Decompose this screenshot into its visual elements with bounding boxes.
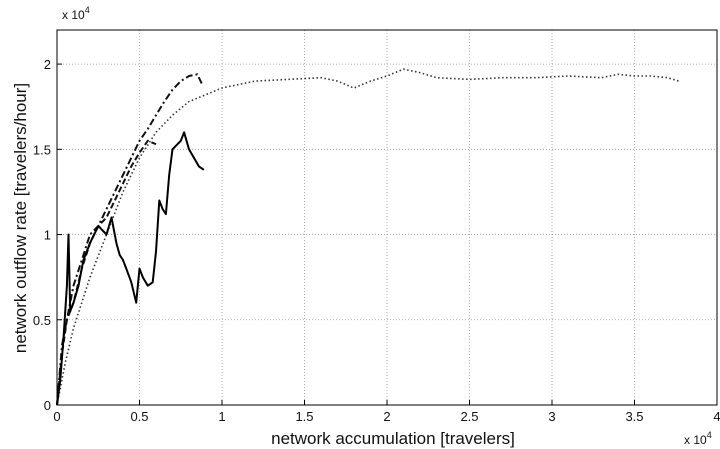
series-line-1 [56, 68, 680, 406]
y-tick-label: 0.5 [33, 313, 51, 328]
x-tick-label: 2.5 [460, 409, 478, 424]
x-tick-label: 2 [383, 409, 390, 424]
grid [57, 30, 717, 405]
y-tick-label: 1.5 [33, 142, 51, 157]
x-multiplier: x 104 [684, 430, 712, 447]
x-tick-label: 0 [53, 409, 60, 424]
y-tick-label: 1 [44, 228, 51, 243]
y-multiplier: x 104 [62, 5, 90, 22]
y-ticks: 0 0.5 1 1.5 2 [33, 57, 62, 413]
x-axis-label: network accumulation [travelers] [271, 429, 515, 448]
x-tick-label: 0.5 [130, 409, 148, 424]
x-tick-label: 3 [548, 409, 555, 424]
series-line-2 [56, 73, 204, 406]
x-tick-label: 1.5 [295, 409, 313, 424]
series-line-4 [56, 131, 205, 406]
x-tick-label: 1 [218, 409, 225, 424]
series-group [56, 68, 680, 406]
x-ticks: 0 0.5 1 1.5 2 2.5 3 3.5 4 [53, 400, 720, 424]
x-tick-label: 3.5 [625, 409, 643, 424]
y-axis-label: network outflow rate [travelers/hour] [11, 83, 30, 353]
y-tick-label: 0 [44, 398, 51, 413]
series-line-3 [56, 139, 157, 406]
x-tick-label: 4 [713, 409, 720, 424]
y-tick-label: 2 [44, 57, 51, 72]
